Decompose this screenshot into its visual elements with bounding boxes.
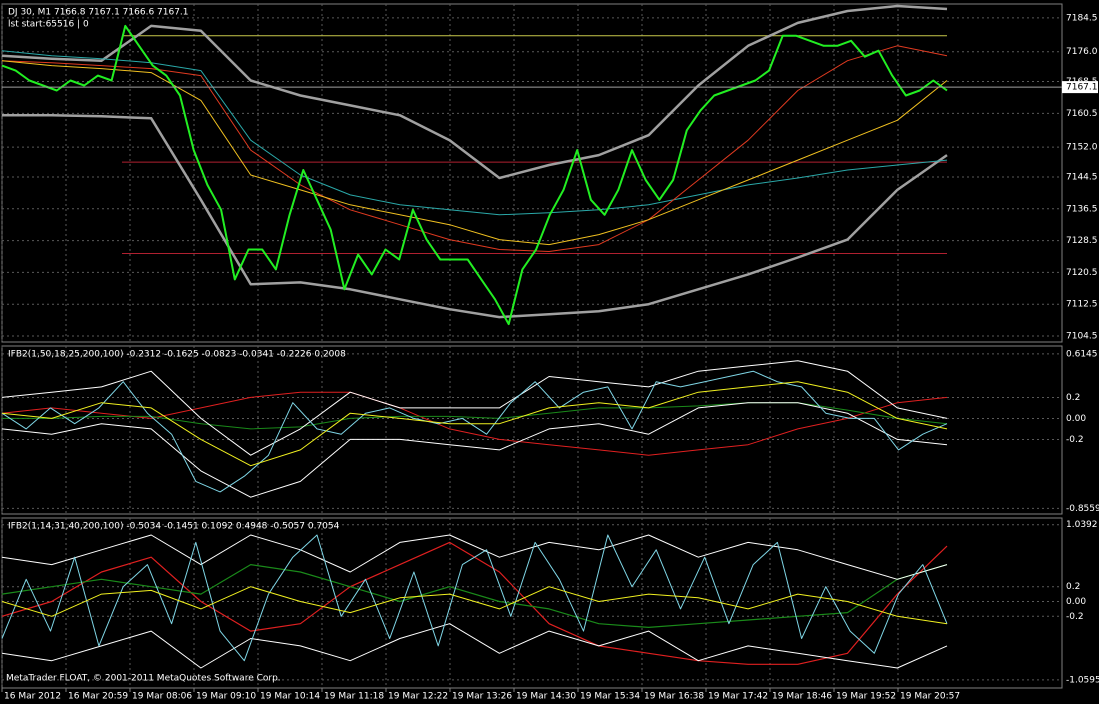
x-tick-label: 19 Mar 20:57	[900, 692, 960, 702]
y-tick-label: 7176.0	[1066, 47, 1098, 57]
y-tick-label: 0.00	[1066, 414, 1086, 424]
y-tick-label: 0.6145	[1066, 349, 1098, 359]
x-tick-label: 16 Mar 2012	[4, 692, 61, 702]
last-price-box	[1062, 81, 1098, 94]
x-tick-label: 19 Mar 13:26	[452, 692, 512, 702]
series-line	[1, 360, 948, 456]
x-tick-label: 19 Mar 19:52	[836, 692, 896, 702]
series-line	[1, 623, 948, 669]
series-line	[1, 24, 948, 326]
series-line	[1, 370, 948, 493]
series-line	[1, 391, 948, 456]
x-tick-label: 16 Mar 20:59	[68, 692, 128, 702]
panel-title: DJ 30, M1 7166.8 7167.1 7166.6 7167.1	[8, 8, 189, 18]
series-line	[1, 402, 948, 498]
y-tick-label: 1.0392	[1066, 520, 1098, 530]
x-tick-label: 19 Mar 17:42	[708, 692, 768, 702]
panel-border	[1, 3, 1063, 343]
y-tick-label: 0.2	[1066, 393, 1080, 403]
y-tick-label: 7112.5	[1066, 300, 1098, 310]
x-tick-label: 19 Mar 08:06	[132, 692, 192, 702]
series-line	[1, 381, 948, 467]
x-tick-label: 19 Mar 12:22	[388, 692, 448, 702]
panel-border	[1, 345, 1063, 515]
footer: MetaTrader FLOAT, © 2001-2011 MetaQuotes…	[6, 674, 281, 684]
x-tick-label: 19 Mar 16:38	[644, 692, 704, 702]
x-tick-label: 19 Mar 18:46	[772, 692, 832, 702]
y-tick-label: 0.2	[1066, 582, 1080, 592]
series-line	[1, 564, 948, 628]
y-tick-label: 7120.5	[1066, 268, 1098, 278]
series-line	[1, 50, 948, 216]
y-tick-label: 7144.5	[1066, 172, 1098, 182]
y-tick-label: -0.8559	[1066, 504, 1099, 514]
series-line	[1, 4, 948, 180]
y-tick-label: 7136.5	[1066, 204, 1098, 214]
x-tick-label: 19 Mar 14:30	[516, 692, 576, 702]
panel-title: IFB2(1,14,31,40,200,100) -0.5034 -0.1451…	[8, 522, 340, 532]
panel-subtitle: lst start:65516 | 0	[8, 20, 89, 30]
y-tick-label: 0.00	[1066, 597, 1086, 607]
y-tick-label: 7184.5	[1066, 13, 1098, 23]
last-price-label: 7167.1	[1066, 83, 1098, 93]
series-line	[1, 534, 948, 580]
y-tick-label: 7160.5	[1066, 109, 1098, 119]
y-tick-label: -1.0595	[1066, 675, 1099, 685]
y-tick-label: -0.2	[1066, 435, 1084, 445]
x-tick-label: 19 Mar 09:10	[196, 692, 256, 702]
x-tick-label: 19 Mar 11:18	[324, 692, 384, 702]
series-line	[1, 534, 948, 662]
x-tick-label: 19 Mar 15:34	[580, 692, 640, 702]
series-line	[2, 114, 948, 319]
panel-title: IFB2(1,50,18,25,200,100) -0.2312 -0.1625…	[8, 350, 346, 360]
y-tick-label: 7152.0	[1066, 143, 1098, 153]
series-line	[1, 60, 948, 246]
y-tick-label: 7104.5	[1066, 332, 1098, 342]
series-line	[1, 586, 948, 625]
y-tick-label: 7128.5	[1066, 236, 1098, 246]
x-tick-label: 19 Mar 10:14	[260, 692, 320, 702]
y-tick-label: -0.2	[1066, 612, 1084, 622]
